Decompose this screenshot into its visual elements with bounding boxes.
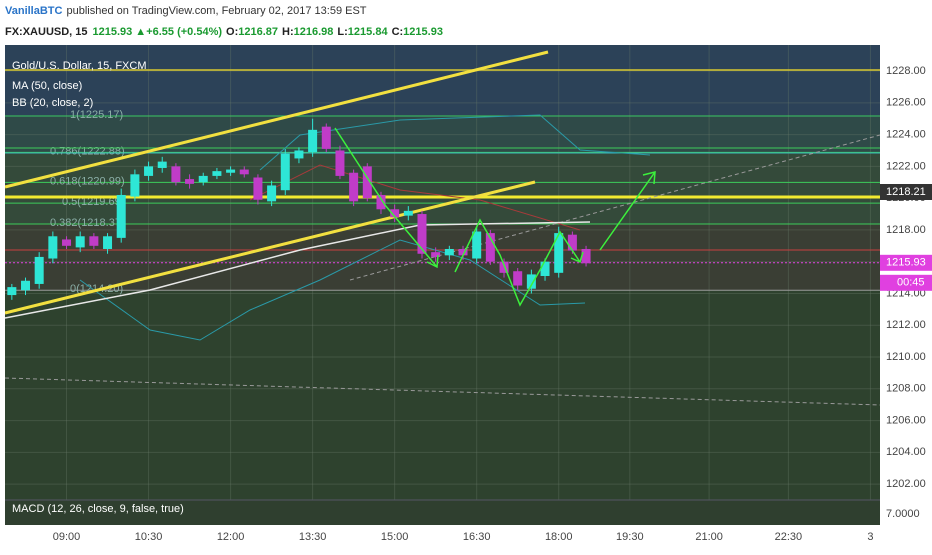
candle-body	[89, 236, 99, 246]
candle-body	[7, 287, 17, 296]
ohlc-value: 1215.84	[348, 26, 389, 38]
x-tick-label: 12:00	[217, 531, 245, 543]
countdown-box	[880, 274, 932, 291]
candle-body	[48, 236, 58, 259]
y-tick-label: 1228.00	[886, 65, 926, 77]
macd-label: MACD (12, 26, close, 9, false, true)	[12, 503, 184, 515]
candle-body	[458, 248, 468, 256]
candle-body	[581, 248, 591, 264]
y-tick-label: 1224.00	[886, 129, 926, 141]
candle-body	[103, 236, 113, 249]
candle-body	[513, 271, 523, 286]
fib-label: 1(1225.17)	[70, 109, 123, 121]
y-tick-label: 1222.00	[886, 160, 926, 172]
candle-body	[294, 150, 304, 159]
candle-body	[526, 274, 536, 289]
fib-label: 0.786(1222.88)	[50, 145, 125, 157]
candle-body	[567, 234, 577, 251]
candle-body	[376, 194, 386, 210]
ohlc-label: L:	[337, 26, 347, 38]
ohlc-value: 1216.98	[294, 26, 334, 38]
candle-body	[390, 209, 400, 218]
x-tick-label: 18:00	[545, 531, 573, 543]
marker-label: 1218.21	[886, 186, 926, 198]
candle-body	[280, 153, 290, 191]
candle-body	[321, 126, 331, 149]
candle-body	[34, 256, 44, 284]
y-tick-label: 1202.00	[886, 478, 926, 490]
candle-body	[239, 169, 249, 175]
x-tick-label: 09:00	[53, 531, 81, 543]
candle-body	[130, 174, 140, 197]
x-tick-label: 13:30	[299, 531, 327, 543]
y-tick-label: 1208.00	[886, 383, 926, 395]
candle-body	[499, 261, 509, 273]
candle-body	[144, 166, 154, 176]
x-tick-label: 21:00	[695, 531, 723, 543]
header-line: VanillaBTC published on TradingView.com, …	[5, 5, 367, 17]
ohlc-label: H:	[282, 26, 294, 38]
y-tick-label: 1206.00	[886, 414, 926, 426]
candle-body	[554, 233, 564, 273]
candle-body	[403, 210, 413, 216]
fib-label: 0.382(1218.37)	[50, 217, 125, 229]
x-tick-label: 15:00	[381, 531, 409, 543]
y-tick-label: 1212.00	[886, 319, 926, 331]
ohlc-value: 1216.87	[238, 26, 278, 38]
y-tick-label: 1210.00	[886, 351, 926, 363]
macd-tick-label: 7.0000	[886, 508, 920, 520]
y-tick-label: 1226.00	[886, 97, 926, 109]
y-tick-label: 1204.00	[886, 446, 926, 458]
ohlc-label: C:	[392, 26, 404, 38]
candle-body	[75, 236, 85, 248]
candle-body	[472, 231, 482, 259]
candle-body	[444, 248, 454, 256]
candle-body	[171, 166, 181, 183]
x-tick-label: 10:30	[135, 531, 163, 543]
candle-body	[308, 129, 318, 153]
indicator-label: BB (20, close, 2)	[12, 97, 93, 109]
last: 1215.93	[93, 26, 133, 38]
change: +6.55 (+0.54%)	[146, 26, 222, 38]
candle-body	[198, 175, 208, 183]
candle-body	[212, 171, 222, 176]
author[interactable]: VanillaBTC	[5, 5, 63, 17]
candle-body	[540, 261, 550, 276]
candle-body	[21, 280, 31, 291]
last-price-box	[880, 254, 932, 271]
quote-line: FX:XAUUSD, 15 1215.93 ▲+6.55 (+0.54%) O:121…	[5, 26, 443, 38]
candle-body	[157, 161, 167, 168]
last-price-label: 1215.93	[886, 257, 926, 269]
candle-body	[349, 172, 359, 202]
candle-body	[417, 214, 427, 254]
x-tick-label: 22:30	[775, 531, 803, 543]
candle-body	[335, 150, 345, 176]
indicator-label: MA (50, close)	[12, 80, 82, 92]
ohlc-value: 1215.93	[403, 26, 443, 38]
candle-body	[362, 166, 372, 199]
candle-body	[62, 239, 72, 246]
countdown-label: 00:45	[897, 277, 925, 289]
chart-title: Gold/U.S. Dollar, 15, FXCM	[12, 60, 147, 72]
x-tick-label: 16:30	[463, 531, 491, 543]
symbol: FX:XAUUSD, 15	[5, 26, 88, 38]
marker-box	[880, 184, 932, 200]
candle-body	[267, 185, 277, 202]
candle-body	[253, 177, 263, 200]
fib-label: 0.618(1220.99)	[50, 175, 125, 187]
x-tick-label: 3	[867, 531, 873, 543]
x-tick-label: 19:30	[616, 531, 644, 543]
candle-body	[431, 252, 441, 257]
candle-body	[185, 179, 195, 184]
candle-body	[116, 194, 126, 238]
ohlc-label: O:	[226, 26, 238, 38]
candle-body	[485, 233, 495, 262]
fib-label: 0.5(1219.69)	[62, 196, 124, 208]
arrow: ▲	[135, 26, 146, 38]
y-tick-label: 1218.00	[886, 224, 926, 236]
candle-body	[226, 169, 236, 173]
published: published on TradingView.com, February 0…	[66, 5, 366, 17]
